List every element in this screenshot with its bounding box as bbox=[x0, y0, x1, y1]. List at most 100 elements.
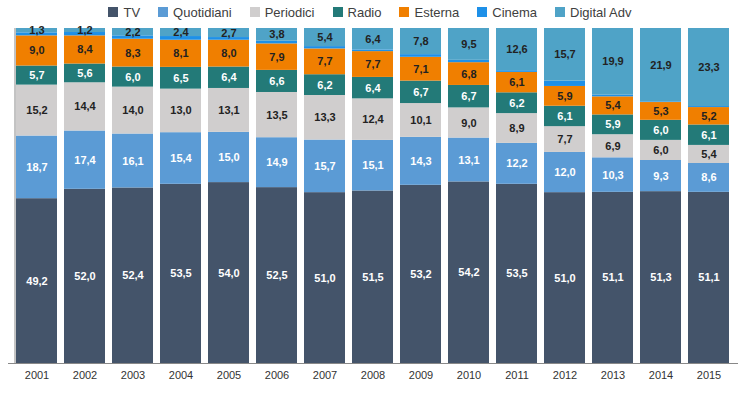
svg-text:15,7: 15,7 bbox=[554, 48, 575, 60]
svg-text:5,7: 5,7 bbox=[29, 69, 44, 81]
svg-text:6,4: 6,4 bbox=[365, 33, 381, 45]
svg-text:10,3: 10,3 bbox=[602, 169, 623, 181]
svg-text:2013: 2013 bbox=[601, 369, 625, 381]
svg-text:2,4: 2,4 bbox=[173, 26, 189, 38]
svg-text:2006: 2006 bbox=[265, 369, 289, 381]
svg-text:2015: 2015 bbox=[697, 369, 721, 381]
svg-text:13,1: 13,1 bbox=[218, 104, 239, 116]
svg-text:51,1: 51,1 bbox=[698, 271, 719, 283]
svg-text:1,2: 1,2 bbox=[77, 24, 92, 36]
svg-text:51,1: 51,1 bbox=[602, 271, 623, 283]
svg-text:23,3: 23,3 bbox=[698, 61, 719, 73]
svg-text:3,8: 3,8 bbox=[269, 28, 284, 40]
svg-text:15,0: 15,0 bbox=[218, 151, 239, 163]
svg-text:5,2: 5,2 bbox=[701, 110, 716, 122]
svg-text:6,0: 6,0 bbox=[653, 124, 668, 136]
svg-text:53,5: 53,5 bbox=[170, 267, 191, 279]
svg-text:5,9: 5,9 bbox=[605, 118, 620, 130]
svg-text:21,9: 21,9 bbox=[650, 59, 671, 71]
svg-text:8,9: 8,9 bbox=[509, 122, 524, 134]
svg-text:2014: 2014 bbox=[649, 369, 673, 381]
svg-text:13,1: 13,1 bbox=[458, 154, 479, 166]
svg-text:2011: 2011 bbox=[505, 369, 529, 381]
svg-text:2005: 2005 bbox=[217, 369, 241, 381]
svg-text:51,5: 51,5 bbox=[362, 271, 383, 283]
svg-text:6,9: 6,9 bbox=[605, 140, 620, 152]
svg-text:2004: 2004 bbox=[169, 369, 193, 381]
svg-text:18,7: 18,7 bbox=[26, 161, 47, 173]
svg-text:2007: 2007 bbox=[313, 369, 337, 381]
svg-text:5,4: 5,4 bbox=[317, 31, 333, 43]
svg-text:1,3: 1,3 bbox=[29, 24, 44, 36]
svg-text:6,7: 6,7 bbox=[461, 90, 476, 102]
svg-text:5,4: 5,4 bbox=[605, 99, 621, 111]
svg-text:7,9: 7,9 bbox=[269, 51, 284, 63]
svg-text:9,0: 9,0 bbox=[461, 116, 476, 128]
svg-text:2008: 2008 bbox=[361, 369, 385, 381]
svg-text:12,0: 12,0 bbox=[554, 166, 575, 178]
svg-text:52,4: 52,4 bbox=[122, 269, 144, 281]
svg-text:6,5: 6,5 bbox=[173, 72, 188, 84]
svg-text:13,3: 13,3 bbox=[314, 111, 335, 123]
svg-text:53,5: 53,5 bbox=[506, 267, 527, 279]
svg-text:5,3: 5,3 bbox=[653, 105, 668, 117]
svg-text:13,5: 13,5 bbox=[266, 109, 287, 121]
svg-text:12,6: 12,6 bbox=[506, 43, 527, 55]
svg-text:8,1: 8,1 bbox=[173, 47, 188, 59]
svg-text:51,0: 51,0 bbox=[314, 272, 335, 284]
svg-text:6,0: 6,0 bbox=[653, 144, 668, 156]
svg-text:54,2: 54,2 bbox=[458, 266, 479, 278]
svg-text:6,1: 6,1 bbox=[557, 110, 572, 122]
svg-text:14,3: 14,3 bbox=[410, 155, 431, 167]
svg-text:8,3: 8,3 bbox=[125, 47, 140, 59]
svg-text:6,1: 6,1 bbox=[701, 129, 716, 141]
svg-text:2001: 2001 bbox=[25, 369, 49, 381]
svg-text:6,4: 6,4 bbox=[365, 82, 381, 94]
svg-text:2012: 2012 bbox=[553, 369, 577, 381]
svg-text:52,0: 52,0 bbox=[74, 270, 95, 282]
svg-text:2002: 2002 bbox=[73, 369, 97, 381]
svg-text:51,3: 51,3 bbox=[650, 271, 671, 283]
svg-text:52,5: 52,5 bbox=[266, 269, 287, 281]
svg-text:5,6: 5,6 bbox=[77, 67, 92, 79]
svg-text:19,9: 19,9 bbox=[602, 55, 623, 67]
svg-text:14,9: 14,9 bbox=[266, 156, 287, 168]
svg-text:2010: 2010 bbox=[457, 369, 481, 381]
svg-text:2,7: 2,7 bbox=[221, 27, 236, 39]
svg-text:7,7: 7,7 bbox=[317, 55, 332, 67]
svg-text:7,7: 7,7 bbox=[557, 133, 572, 145]
svg-text:53,2: 53,2 bbox=[410, 268, 431, 280]
svg-text:6,7: 6,7 bbox=[413, 86, 428, 98]
svg-text:5,4: 5,4 bbox=[701, 148, 717, 160]
svg-text:6,2: 6,2 bbox=[317, 79, 332, 91]
svg-text:5,9: 5,9 bbox=[557, 90, 572, 102]
svg-text:6,0: 6,0 bbox=[125, 71, 140, 83]
svg-text:7,8: 7,8 bbox=[413, 35, 428, 47]
svg-text:9,5: 9,5 bbox=[461, 38, 476, 50]
svg-text:49,2: 49,2 bbox=[26, 275, 47, 287]
svg-text:15,4: 15,4 bbox=[170, 152, 192, 164]
svg-text:6,8: 6,8 bbox=[461, 68, 476, 80]
svg-text:16,1: 16,1 bbox=[122, 155, 143, 167]
svg-text:6,2: 6,2 bbox=[509, 97, 524, 109]
svg-text:8,0: 8,0 bbox=[221, 47, 236, 59]
svg-text:15,7: 15,7 bbox=[314, 160, 335, 172]
svg-text:54,0: 54,0 bbox=[218, 267, 239, 279]
svg-text:8,6: 8,6 bbox=[701, 171, 716, 183]
svg-text:12,2: 12,2 bbox=[506, 157, 527, 169]
svg-text:9,0: 9,0 bbox=[29, 44, 44, 56]
svg-text:17,4: 17,4 bbox=[74, 154, 96, 166]
svg-text:6,4: 6,4 bbox=[221, 71, 237, 83]
svg-text:9,3: 9,3 bbox=[653, 170, 668, 182]
svg-text:14,0: 14,0 bbox=[122, 104, 143, 116]
svg-text:14,4: 14,4 bbox=[74, 100, 96, 112]
svg-text:13,0: 13,0 bbox=[170, 104, 191, 116]
svg-text:2003: 2003 bbox=[121, 369, 145, 381]
svg-text:12,4: 12,4 bbox=[362, 113, 384, 125]
svg-text:6,1: 6,1 bbox=[509, 76, 524, 88]
svg-text:15,2: 15,2 bbox=[26, 104, 47, 116]
svg-text:51,0: 51,0 bbox=[554, 272, 575, 284]
svg-text:6,6: 6,6 bbox=[269, 75, 284, 87]
svg-text:10,1: 10,1 bbox=[410, 114, 431, 126]
svg-text:7,7: 7,7 bbox=[365, 58, 380, 70]
